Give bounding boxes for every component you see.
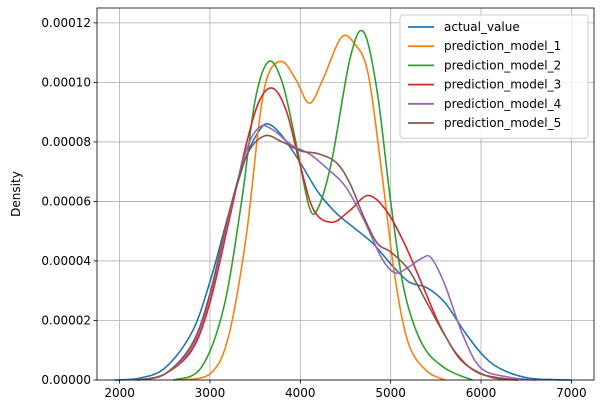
legend-label: prediction_model_2 bbox=[444, 58, 561, 72]
y-tick-label: 0.00000 bbox=[41, 373, 91, 387]
x-tick-label: 3000 bbox=[195, 386, 226, 400]
legend-entry: prediction_model_5 bbox=[408, 116, 561, 130]
legend-entry: prediction_model_4 bbox=[408, 97, 561, 111]
legend-label: prediction_model_4 bbox=[444, 97, 561, 111]
x-tick-label: 4000 bbox=[285, 386, 316, 400]
legend-label: prediction_model_1 bbox=[444, 39, 561, 53]
legend-entry: actual_value bbox=[408, 20, 520, 34]
x-tick-label: 6000 bbox=[466, 386, 497, 400]
series-line-prediction-model-5 bbox=[136, 134, 518, 381]
legend: actual_value prediction_model_1 prediction… bbox=[399, 14, 589, 139]
x-tick-label: 2000 bbox=[104, 386, 135, 400]
x-axis-ticks: 2000 3000 4000 5000 6000 7000 bbox=[104, 380, 587, 400]
series-line-prediction-model-1 bbox=[182, 34, 446, 381]
series-line-prediction-model-2 bbox=[173, 29, 473, 381]
y-tick-label: 0.00008 bbox=[41, 135, 91, 149]
y-tick-label: 0.00002 bbox=[41, 313, 91, 327]
legend-entry: prediction_model_2 bbox=[408, 58, 561, 72]
series-lines bbox=[114, 29, 573, 381]
legend-entry: prediction_model_1 bbox=[408, 39, 561, 53]
legend-label: actual_value bbox=[444, 20, 520, 34]
legend-label: prediction_model_3 bbox=[444, 78, 561, 92]
y-axis-ticks: 0.00000 0.00002 0.00004 0.00006 0.00008 0.000… bbox=[41, 16, 97, 387]
legend-box bbox=[399, 14, 589, 139]
x-tick-label: 5000 bbox=[375, 386, 406, 400]
legend-entry: prediction_model_3 bbox=[408, 78, 561, 92]
y-tick-label: 0.00012 bbox=[41, 16, 91, 30]
plot-frame bbox=[96, 7, 595, 381]
y-axis-label: Density bbox=[9, 171, 23, 217]
y-tick-label: 0.00006 bbox=[41, 194, 91, 208]
series-line-actual-value bbox=[114, 123, 573, 381]
series-line-prediction-model-3 bbox=[136, 87, 518, 381]
legend-label: prediction_model_5 bbox=[444, 116, 561, 130]
x-tick-label: 7000 bbox=[556, 386, 587, 400]
y-tick-label: 0.00010 bbox=[41, 75, 91, 89]
y-tick-label: 0.00004 bbox=[41, 254, 91, 268]
